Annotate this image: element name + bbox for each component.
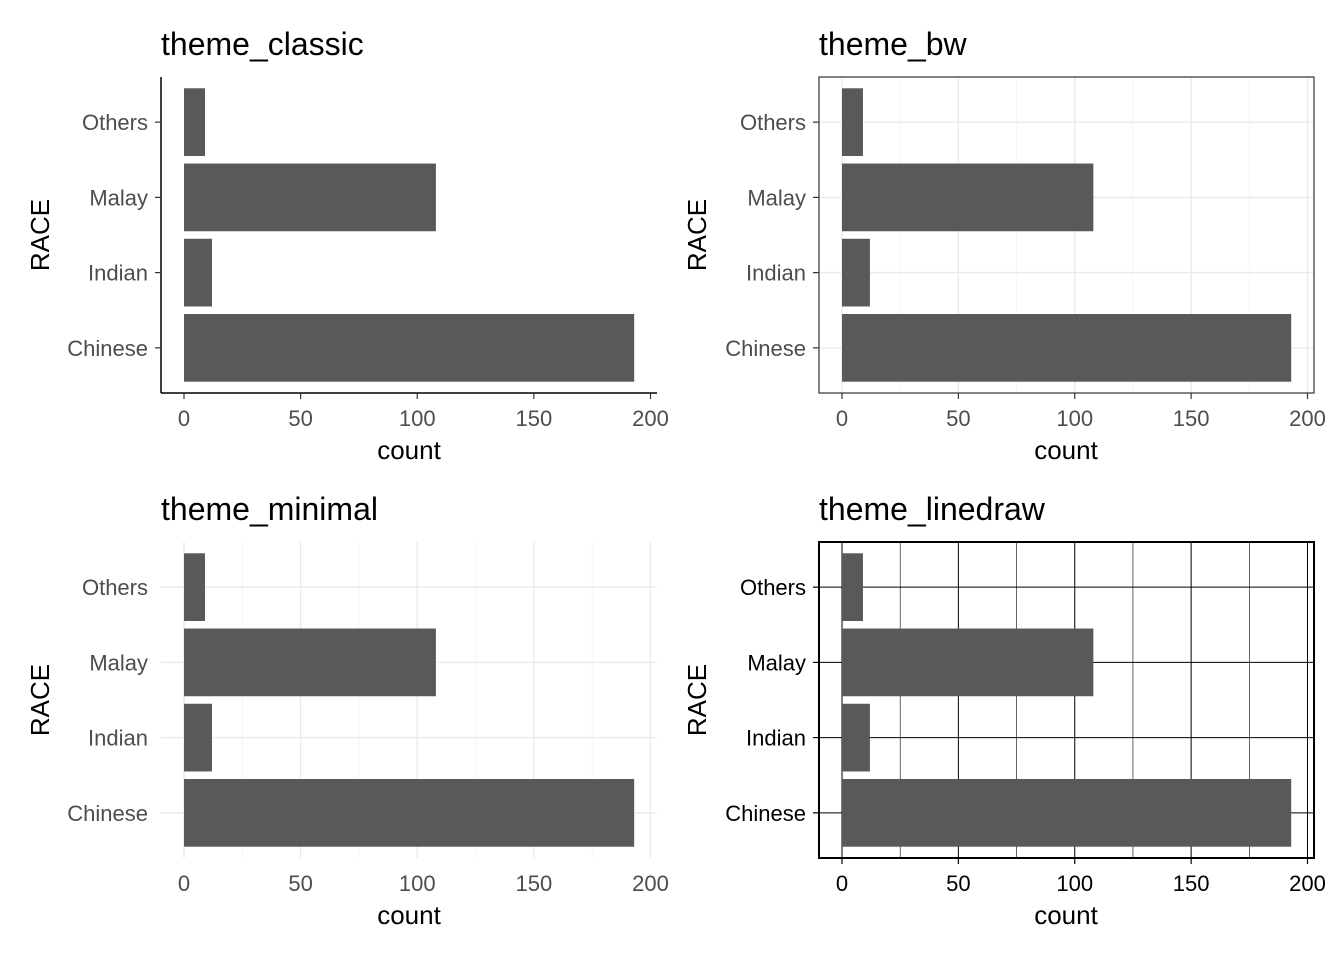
x-tick-label: 100	[1056, 871, 1093, 896]
x-tick-label: 150	[516, 406, 553, 431]
panel-title: theme_classic	[161, 26, 364, 62]
y-axis-title: RACE	[682, 199, 712, 271]
panel-title: theme_bw	[819, 26, 968, 62]
bars	[842, 88, 1292, 382]
bar-others	[842, 553, 863, 621]
bar-malay	[184, 628, 436, 697]
bar-indian	[842, 238, 870, 307]
y-tick-label: Malay	[747, 650, 806, 675]
y-tick-label: Chinese	[725, 336, 806, 361]
x-tick-label: 150	[1173, 871, 1210, 896]
y-tick-label: Chinese	[67, 801, 148, 826]
y-tick-label: Malay	[747, 185, 806, 210]
bars	[184, 553, 635, 847]
x-tick-label: 100	[1056, 406, 1093, 431]
bar-indian	[842, 703, 870, 772]
bar-indian	[184, 238, 212, 307]
bar-chinese	[184, 314, 635, 382]
y-tick-label: Others	[82, 575, 148, 600]
x-tick-label: 100	[399, 871, 436, 896]
x-tick-label: 200	[632, 406, 669, 431]
panel-title: theme_minimal	[161, 491, 378, 527]
bar-others	[184, 88, 205, 156]
x-tick-label: 200	[1289, 871, 1326, 896]
y-axis-title: RACE	[682, 664, 712, 736]
bars	[842, 553, 1292, 847]
bar-malay	[842, 163, 1094, 232]
y-axis-title: RACE	[25, 664, 55, 736]
bar-malay	[842, 628, 1094, 697]
x-axis-title: count	[1034, 435, 1098, 465]
x-tick-label: 0	[836, 406, 848, 431]
bar-indian	[184, 703, 212, 772]
bar-chinese	[842, 779, 1292, 847]
x-axis-title: count	[377, 900, 441, 930]
bars	[184, 88, 635, 382]
bar-others	[184, 553, 205, 621]
bar-chinese	[842, 314, 1292, 382]
y-tick-label: Chinese	[725, 801, 806, 826]
bar-others	[842, 88, 863, 156]
panel-border	[818, 76, 1315, 394]
x-tick-label: 50	[946, 871, 970, 896]
x-tick-label: 50	[288, 871, 312, 896]
panel-bw: Chinese Indian Malay Others 0 50 100 150 200 them…	[682, 26, 1326, 465]
x-tick-label: 100	[399, 406, 436, 431]
x-tick-label: 200	[632, 871, 669, 896]
x-tick-label: 0	[178, 406, 190, 431]
panel-border	[818, 541, 1315, 859]
x-tick-label: 0	[836, 871, 848, 896]
panel-title: theme_linedraw	[819, 491, 1046, 527]
y-tick-label: Others	[82, 110, 148, 135]
y-tick-label: Others	[740, 110, 806, 135]
x-axis-title: count	[377, 435, 441, 465]
bar-malay	[184, 163, 436, 232]
panel-minimal: Chinese Indian Malay Others 0 50 100 150 200 them…	[25, 491, 669, 930]
y-tick-label: Malay	[89, 185, 148, 210]
y-tick-label: Others	[740, 575, 806, 600]
y-tick-label: Malay	[89, 650, 148, 675]
x-tick-label: 0	[178, 871, 190, 896]
x-tick-label: 200	[1289, 406, 1326, 431]
bar-chinese	[184, 779, 635, 847]
panel-classic: Chinese Indian Malay Others 0 50 100 150 200 them…	[25, 26, 669, 465]
x-tick-label: 50	[288, 406, 312, 431]
x-tick-label: 150	[516, 871, 553, 896]
y-tick-label: Chinese	[67, 336, 148, 361]
y-tick-label: Indian	[746, 261, 806, 286]
y-tick-label: Indian	[88, 261, 148, 286]
y-axis-title: RACE	[25, 199, 55, 271]
x-tick-label: 150	[1173, 406, 1210, 431]
panel-linedraw: Chinese Indian Malay Others 0 50 100 150 200 them…	[682, 491, 1326, 930]
x-tick-label: 50	[946, 406, 970, 431]
y-tick-label: Indian	[88, 726, 148, 751]
y-tick-label: Indian	[746, 726, 806, 751]
x-axis-title: count	[1034, 900, 1098, 930]
